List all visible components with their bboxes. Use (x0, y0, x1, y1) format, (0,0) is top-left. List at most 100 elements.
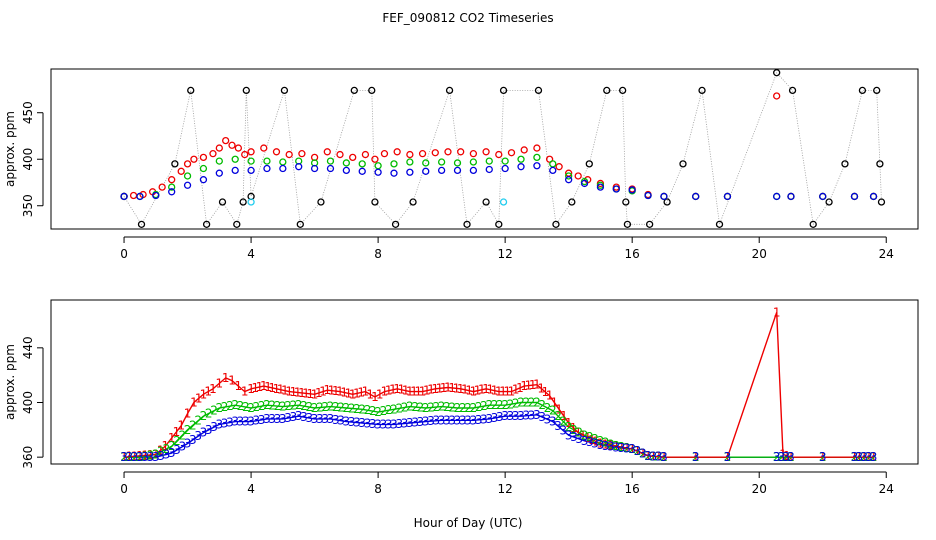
blue-point (231, 166, 239, 175)
series-3-mark: 3 (173, 443, 181, 457)
series-2-mark: 2 (120, 450, 128, 464)
bottom-y-axis-label: approx. ppm (3, 344, 17, 420)
series-1-mark: 1 (512, 383, 520, 397)
series-1-mark: 1 (423, 384, 431, 398)
series-2-mark: 2 (295, 398, 303, 412)
black-point (239, 198, 247, 206)
blue-point (247, 166, 255, 175)
red-point (298, 150, 306, 158)
blue-point (644, 191, 652, 200)
series-2-mark: 2 (865, 450, 873, 464)
series-1-mark: 1 (787, 450, 795, 464)
series-1-mark: 1 (537, 381, 545, 395)
series-2-mark: 2 (343, 401, 351, 415)
red-point (469, 150, 478, 158)
series-2-mark: 2 (247, 401, 255, 415)
series-3-mark: 3 (406, 416, 414, 430)
series-1-line (123, 312, 874, 458)
series-2-mark: 2 (591, 432, 599, 446)
series-3-mark: 3 (454, 413, 462, 427)
series-1-mark: 1 (398, 383, 406, 397)
series-2-mark: 2 (480, 399, 488, 413)
series-1-mark: 1 (783, 449, 791, 463)
series-1-mark: 1 (281, 384, 289, 398)
series-1-mark: 1 (162, 439, 170, 453)
x-tick-label: 20 (752, 247, 767, 261)
series-1-mark: 1 (215, 376, 223, 390)
series-2-mark: 2 (231, 398, 239, 412)
series-1-mark: 1 (628, 442, 636, 456)
series-2-mark: 2 (210, 404, 218, 418)
series-3-mark: 3 (597, 438, 605, 452)
series-1-mark: 1 (294, 385, 302, 399)
red-point (457, 148, 465, 156)
x-tick-label: 8 (374, 482, 382, 496)
green-point (168, 183, 176, 191)
series-1-mark: 1 (126, 450, 134, 464)
blue-point (358, 167, 366, 175)
series-2-mark: 2 (819, 450, 827, 464)
series-2-mark: 2 (395, 401, 403, 415)
series-3-mark: 3 (290, 410, 298, 424)
blue-point (120, 192, 128, 201)
series-1-mark: 1 (773, 305, 781, 319)
series-1-mark: 1 (298, 386, 306, 400)
red-point (177, 167, 185, 175)
series-3-mark: 3 (591, 437, 599, 451)
black-point (499, 86, 508, 95)
blue-point (422, 167, 430, 175)
green-point (358, 160, 366, 168)
black-point (645, 220, 654, 228)
series-2-mark: 2 (337, 401, 345, 415)
series-2-mark: 2 (787, 450, 795, 464)
green-point (374, 162, 382, 170)
series-1-mark: 1 (529, 378, 537, 392)
green-point (453, 159, 462, 167)
black-point (873, 86, 881, 95)
red-point (285, 150, 293, 159)
green-point (533, 153, 541, 162)
series-3-mark: 3 (321, 412, 329, 426)
black-point (242, 86, 250, 95)
series-1-mark: 1 (508, 385, 516, 399)
series-2-mark: 2 (443, 400, 451, 414)
series-3-mark: 3 (411, 416, 419, 430)
black-point (371, 198, 379, 206)
blue-point (533, 162, 541, 170)
black-point (296, 220, 304, 228)
series-3-mark: 3 (189, 433, 197, 447)
black-point (623, 220, 632, 228)
series-2-mark: 2 (639, 447, 647, 461)
series-3-mark: 3 (448, 413, 456, 427)
red-point (482, 148, 490, 156)
series-2-mark: 2 (390, 402, 398, 416)
series-2-mark: 2 (126, 450, 134, 464)
blue-point (295, 163, 303, 171)
blue-point (279, 164, 287, 173)
series-1-mark: 1 (574, 426, 582, 440)
series-1-mark: 1 (241, 385, 249, 399)
series-3-mark: 3 (602, 439, 610, 453)
series-2-mark: 2 (189, 418, 197, 432)
blue-point (485, 165, 493, 174)
series-1-mark: 1 (328, 384, 336, 398)
series-2-mark: 2 (194, 414, 202, 428)
series-1-mark: 1 (190, 396, 198, 410)
series-1-mark: 1 (503, 385, 511, 399)
black-point (137, 220, 146, 228)
red-point (228, 141, 236, 149)
series-1-mark: 1 (131, 449, 139, 463)
blue-point (580, 179, 589, 188)
x-tick-label: 0 (120, 247, 128, 261)
series-2-mark: 2 (411, 400, 419, 414)
green-point (263, 157, 271, 165)
series-1-mark: 1 (136, 449, 144, 463)
series-1-mark: 1 (470, 385, 478, 399)
series-3-mark: 3 (692, 450, 700, 464)
series-2-mark: 2 (427, 401, 435, 415)
series-1-mark: 1 (478, 383, 486, 397)
y-tick-label: 400 (21, 391, 35, 414)
black-point (622, 198, 630, 206)
series-2-mark: 2 (612, 439, 620, 453)
